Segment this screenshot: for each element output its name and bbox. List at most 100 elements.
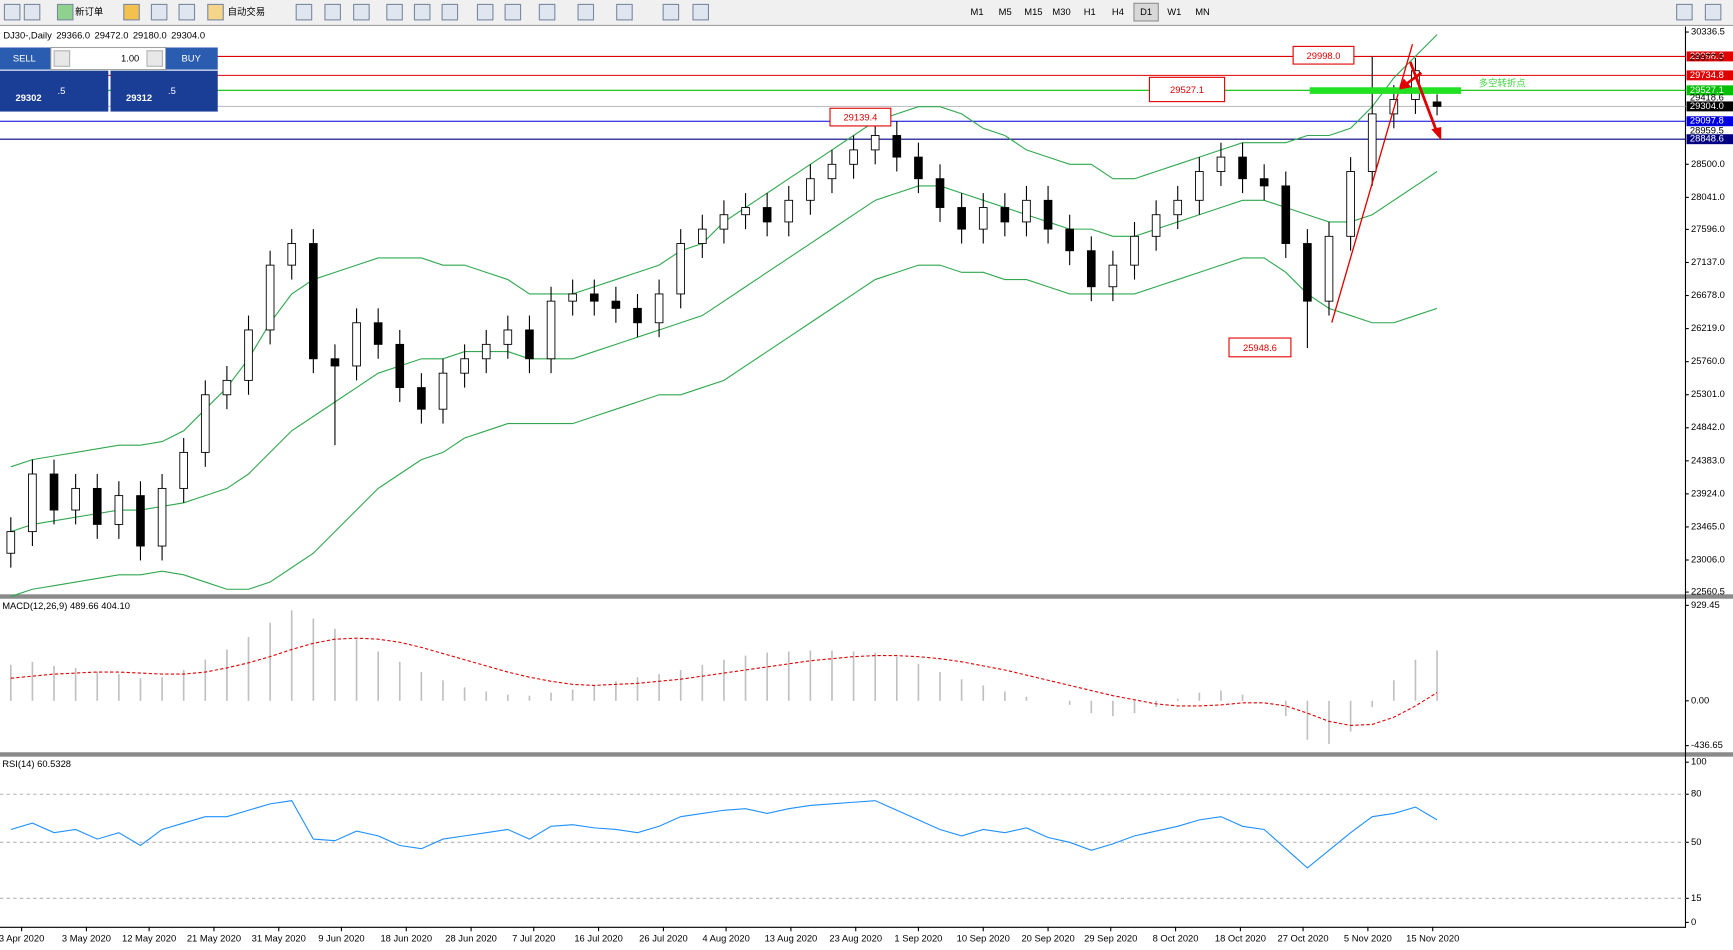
candle-body <box>1173 199 1183 216</box>
lot-up[interactable] <box>146 50 164 67</box>
buy-label[interactable]: BUY <box>182 53 202 64</box>
x-tick-label: 7 Jul 2020 <box>512 932 555 943</box>
sell-price-box[interactable] <box>0 70 109 112</box>
icon[interactable] <box>23 3 41 21</box>
lot-down[interactable] <box>53 50 71 67</box>
timeframe-button[interactable]: M15 <box>1024 6 1042 17</box>
x-tick-label: 15 Nov 2020 <box>1406 932 1459 943</box>
y-tick-label: 28041.0 <box>1691 191 1725 202</box>
candle-body <box>1000 207 1010 223</box>
zoom-in[interactable] <box>386 3 403 21</box>
price-level-tag <box>1686 85 1733 96</box>
candle-body <box>1238 156 1247 180</box>
timeframe-button[interactable]: MN <box>1195 6 1210 17</box>
icon[interactable] <box>295 3 313 21</box>
candle-body <box>49 473 59 511</box>
icon[interactable] <box>504 3 522 21</box>
y-tick-label: 23006.0 <box>1691 553 1725 564</box>
x-tick-label: 4 Aug 2020 <box>702 932 749 943</box>
x-tick-label: 31 May 2020 <box>252 932 306 943</box>
candle-body <box>1259 178 1269 187</box>
templates[interactable] <box>616 3 633 21</box>
header-part: 29472.0 <box>95 30 129 41</box>
candle-body <box>870 135 880 151</box>
y-tick-label: 22560.5 <box>1691 586 1725 597</box>
icon[interactable] <box>178 3 196 21</box>
search[interactable] <box>1676 3 1693 21</box>
indicators[interactable] <box>538 3 556 21</box>
icon[interactable] <box>441 3 459 21</box>
y-tick-label: 0.00 <box>1691 694 1709 705</box>
sell-label[interactable]: SELL <box>13 53 36 64</box>
x-tick-label: 28 Jun 2020 <box>445 932 497 943</box>
annotation-box <box>1148 76 1226 103</box>
candle-body <box>71 487 80 511</box>
buy-price-box[interactable] <box>110 70 218 112</box>
y-tick-label: 929.45 <box>1691 599 1720 610</box>
x-tick-label: 21 May 2020 <box>187 932 241 943</box>
timeframe-button[interactable]: W1 <box>1167 6 1181 17</box>
auto-trading-icon[interactable] <box>207 3 224 21</box>
price-level-tag <box>1686 101 1733 112</box>
y-tick-label: 25301.0 <box>1691 388 1725 399</box>
new-order-icon[interactable] <box>56 3 74 21</box>
price-level-label: 29734.8 <box>1690 69 1724 80</box>
candle-body <box>1065 228 1074 252</box>
pivot-zone <box>1309 87 1462 94</box>
y-tick-label: 100 <box>1691 756 1707 767</box>
candle-body <box>244 329 253 381</box>
candle-body <box>481 343 491 360</box>
buy-button[interactable] <box>165 47 218 70</box>
buy-price: 29312 <box>126 92 152 103</box>
icon[interactable] <box>3 3 21 21</box>
candle-body <box>568 293 577 302</box>
candle-body <box>827 163 837 180</box>
timeframe-button[interactable]: H1 <box>1084 6 1096 17</box>
header-part: 29366.0 <box>56 30 90 41</box>
header-part: DJ30-,Daily <box>3 30 52 41</box>
candle-body <box>417 387 426 410</box>
annotation: 29527.1 <box>1170 84 1204 95</box>
zoom-out[interactable] <box>413 3 431 21</box>
candle-body <box>892 135 902 158</box>
timeframe-button[interactable]: M5 <box>999 6 1012 17</box>
icon[interactable] <box>123 3 140 21</box>
timeframe-button[interactable]: H4 <box>1112 6 1124 17</box>
new-order-button[interactable]: 新订单 <box>75 6 103 17</box>
timeframe-button[interactable]: M1 <box>971 6 984 17</box>
x-tick-label: 18 Jun 2020 <box>380 932 432 943</box>
x-tick-label: 1 Sep 2020 <box>894 932 942 943</box>
buy-price-fraction: .5 <box>168 85 176 96</box>
periods[interactable] <box>577 3 595 21</box>
icon[interactable] <box>150 3 168 21</box>
settings[interactable] <box>1704 3 1722 21</box>
price-level-tag <box>1686 51 1733 62</box>
timeframe-button[interactable]: M30 <box>1052 6 1070 17</box>
candle-body <box>6 531 16 554</box>
x-tick-label: 8 Oct 2020 <box>1153 932 1199 943</box>
timeframe-button[interactable]: D1 <box>1140 6 1152 17</box>
annotation-box <box>829 107 892 127</box>
crosshair[interactable] <box>692 3 710 21</box>
candle-body <box>546 300 556 360</box>
y-tick-label: -436.65 <box>1691 739 1723 750</box>
candle-body <box>611 300 621 309</box>
cursor[interactable] <box>662 3 680 21</box>
header-part: 29304.0 <box>171 30 205 41</box>
sell-button[interactable] <box>0 47 51 70</box>
one-click-panel: SELL 1.00 BUY 29302 .5 29312 .5 <box>0 46 218 112</box>
price-level-label: 29998.0 <box>1690 50 1724 61</box>
icon[interactable] <box>324 3 341 21</box>
auto-trading-button[interactable]: 自动交易 <box>228 6 266 17</box>
candle-body <box>1346 171 1355 237</box>
candle-body <box>957 207 966 230</box>
candle-body <box>114 495 124 525</box>
candle-body <box>676 243 686 295</box>
scale-label: 28959.5 <box>1690 125 1724 136</box>
candle-body <box>525 329 534 360</box>
icon[interactable] <box>353 3 370 21</box>
lot-value[interactable]: 1.00 <box>121 53 139 64</box>
candle-body <box>806 178 815 201</box>
icon[interactable] <box>476 3 494 21</box>
